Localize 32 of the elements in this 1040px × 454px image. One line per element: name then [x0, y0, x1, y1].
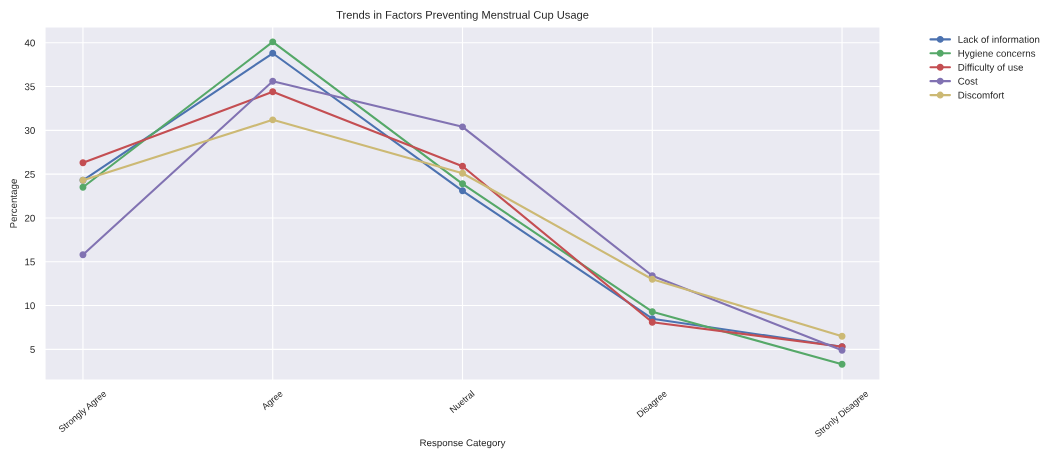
point — [838, 360, 846, 368]
point — [79, 183, 87, 191]
point — [459, 123, 466, 131]
point — [459, 162, 466, 170]
y-tick-label: 25 — [24, 170, 35, 178]
legend-label: Hygiene concerns — [958, 49, 1036, 59]
legend-label: Difficulty of use — [958, 63, 1024, 73]
y-tick-label: 35 — [24, 83, 35, 91]
point — [79, 251, 87, 259]
legend-label: Discomfort — [958, 91, 1005, 99]
legend-label: Cost — [958, 77, 978, 85]
point — [648, 308, 656, 316]
y-tick-label: 40 — [24, 39, 35, 47]
point — [269, 77, 277, 85]
legend-label: Lack of information — [958, 35, 1040, 43]
point — [459, 169, 466, 177]
x-axis-title: Response Category — [420, 439, 506, 449]
chart-title: Trends in Factors Preventing Menstrual Cup Usage — [336, 10, 589, 21]
y-tick-label: 15 — [25, 258, 35, 266]
point — [269, 88, 277, 96]
y-tick-label: 20 — [24, 214, 35, 222]
point — [269, 38, 277, 46]
point — [459, 180, 466, 188]
y-tick-label: 30 — [24, 127, 35, 134]
y-tick-label: 5 — [30, 346, 35, 353]
point — [838, 332, 846, 340]
y-axis-title: Percentage — [10, 179, 19, 228]
point — [459, 187, 466, 195]
point — [269, 116, 277, 124]
point — [269, 49, 277, 57]
point — [79, 159, 87, 167]
y-tick-label: 10 — [25, 302, 35, 310]
